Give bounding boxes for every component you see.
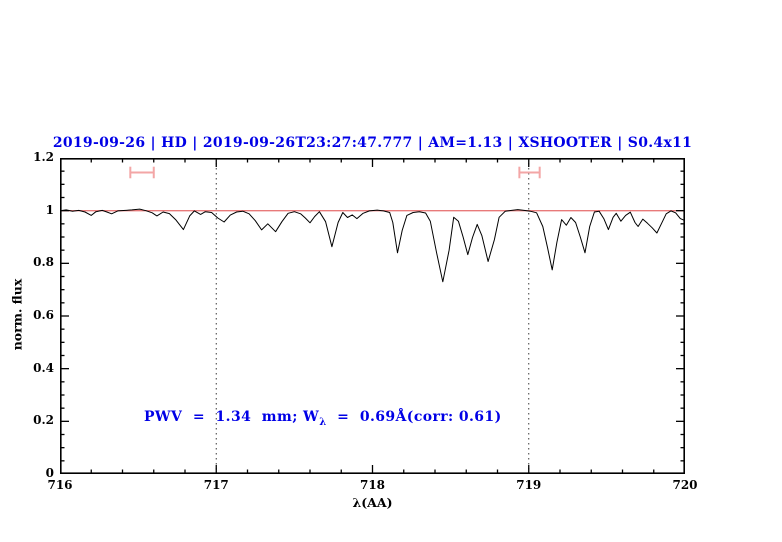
- y-tick-label: 0.6: [33, 308, 54, 322]
- y-tick-label: 0.8: [33, 255, 54, 270]
- x-tick-label: 720: [672, 478, 698, 492]
- x-tick-label: 718: [359, 478, 386, 492]
- lambda-subscript: λ: [319, 416, 327, 428]
- x-tick-label: 717: [203, 478, 229, 492]
- plot-title: 2019-09-26 | HD | 2019-09-26T23:27:47.77…: [52, 135, 693, 151]
- spectrum-line: [59, 208, 686, 283]
- y-tick-label: 1.2: [33, 150, 54, 164]
- x-tick-label: 719: [516, 478, 542, 492]
- pwv-annotation-text: PWV = 1.34 mm; W: [144, 409, 320, 425]
- y-tick-label: 0.4: [33, 360, 54, 375]
- pwv-annotation-text-2: = 0.69Å(corr: 0.61): [326, 409, 502, 425]
- plot-area: PWV = 1.34 mm; Wλ = 0.69Å(corr: 0.61): [59, 157, 686, 475]
- x-axis-label: λ(AA): [352, 495, 393, 510]
- spectrum-plot-canvas: [59, 157, 686, 475]
- y-tick-label: 0.2: [33, 413, 54, 428]
- x-tick-label: 716: [47, 478, 73, 492]
- pwv-annotation: PWV = 1.34 mm; Wλ = 0.69Å(corr: 0.61): [144, 409, 502, 428]
- y-tick-label: 0: [45, 466, 54, 480]
- y-tick-label: 1: [45, 202, 54, 217]
